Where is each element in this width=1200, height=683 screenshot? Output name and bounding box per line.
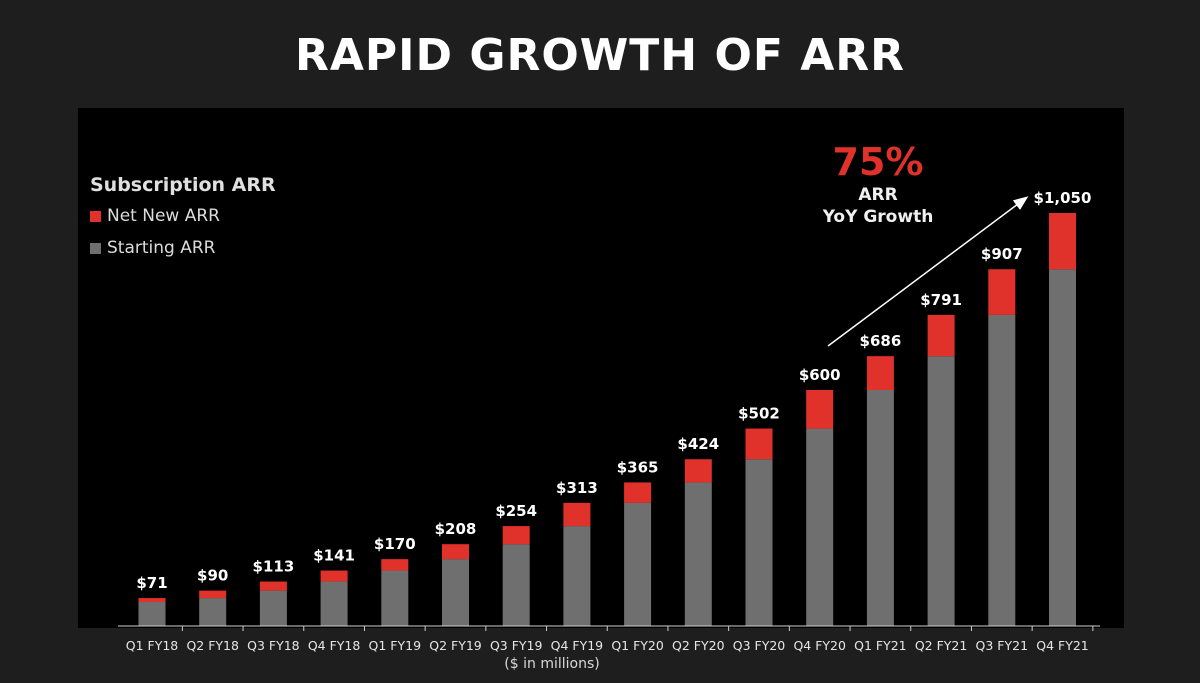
growth-label-yoy: YoY Growth xyxy=(822,207,934,227)
x-tick-label: Q2 FY20 xyxy=(672,638,725,653)
x-tick-label: Q3 FY21 xyxy=(976,638,1029,653)
bar-total-label: $170 xyxy=(374,535,416,553)
x-tick-label: Q1 FY21 xyxy=(854,638,907,653)
bar-total-label: $90 xyxy=(197,567,228,585)
growth-label-arr: ARR xyxy=(858,185,898,205)
bar-total-label: $424 xyxy=(677,435,719,453)
x-tick-label: Q4 FY19 xyxy=(551,638,604,653)
bar-net-new-arr xyxy=(138,598,166,603)
x-tick-label: Q3 FY18 xyxy=(247,638,300,653)
bar-starting-arr xyxy=(745,459,773,626)
bar-starting-arr xyxy=(806,428,834,626)
growth-annotation: 75% ARR YoY Growth xyxy=(790,140,966,228)
growth-percent: 75% xyxy=(832,140,924,184)
bar-net-new-arr xyxy=(563,502,591,527)
x-tick-label: Q1 FY18 xyxy=(126,638,179,653)
legend-item-net-new: Net New ARR xyxy=(90,206,276,226)
bar-net-new-arr xyxy=(927,314,955,357)
bar-total-label: $791 xyxy=(920,291,962,309)
bar-starting-arr xyxy=(624,502,652,626)
bar-total-label: $254 xyxy=(495,502,537,520)
bar-starting-arr xyxy=(502,544,530,626)
bar-net-new-arr xyxy=(502,526,530,545)
bar-total-label: $600 xyxy=(799,366,841,384)
bar-starting-arr xyxy=(442,559,469,626)
x-axis-units: ($ in millions) xyxy=(504,656,600,672)
bar-total-label: $113 xyxy=(253,558,295,576)
bar-total-label: $502 xyxy=(738,405,780,423)
bar-total-label: $71 xyxy=(136,574,167,592)
x-tick-label: Q4 FY20 xyxy=(793,638,846,653)
bar-total-label: $208 xyxy=(435,520,477,538)
x-tick-label: Q2 FY21 xyxy=(915,638,968,653)
bar-net-new-arr xyxy=(442,544,469,560)
bar-total-label: $141 xyxy=(313,547,355,565)
bar-starting-arr xyxy=(684,482,712,626)
bar-total-label: $313 xyxy=(556,479,598,497)
legend-item-starting: Starting ARR xyxy=(90,238,276,258)
legend-label-net-new: Net New ARR xyxy=(107,206,220,226)
bar-starting-arr xyxy=(866,390,894,626)
growth-arrow xyxy=(827,196,1029,347)
bar-net-new-arr xyxy=(1049,213,1076,270)
bar-net-new-arr xyxy=(259,581,287,591)
chart-title: RAPID GROWTH OF ARR xyxy=(294,30,906,81)
bar-net-new-arr xyxy=(199,590,227,599)
bar-starting-arr xyxy=(988,314,1016,626)
bar-net-new-arr xyxy=(381,559,409,571)
bar-starting-arr xyxy=(259,590,287,626)
legend-title: Subscription ARR xyxy=(90,174,276,196)
x-tick-label: Q4 FY21 xyxy=(1036,638,1089,653)
bar-total-label: $365 xyxy=(617,458,659,476)
bar-net-new-arr xyxy=(866,356,894,390)
bar-net-new-arr xyxy=(806,390,834,429)
legend: Subscription ARR Net New ARR Starting AR… xyxy=(90,174,276,270)
bar-starting-arr xyxy=(563,526,591,626)
bar-total-label: $1,050 xyxy=(1034,189,1092,207)
x-tick-label: Q4 FY18 xyxy=(308,638,361,653)
x-tick-label: Q2 FY18 xyxy=(186,638,239,653)
x-tick-label: Q1 FY19 xyxy=(369,638,422,653)
x-tick-label: Q1 FY20 xyxy=(611,638,664,653)
bar-starting-arr xyxy=(381,570,409,626)
bar-starting-arr xyxy=(138,602,166,626)
bar-net-new-arr xyxy=(624,482,652,503)
bar-net-new-arr xyxy=(684,459,712,483)
legend-swatch-starting xyxy=(90,242,101,254)
bar-net-new-arr xyxy=(745,428,773,460)
legend-swatch-net-new xyxy=(90,210,101,222)
bar-starting-arr xyxy=(199,598,227,626)
x-tick-label: Q3 FY19 xyxy=(490,638,543,653)
bar-net-new-arr xyxy=(988,269,1016,315)
bar-starting-arr xyxy=(1049,269,1076,626)
bar-net-new-arr xyxy=(320,570,348,582)
bar-starting-arr xyxy=(320,581,348,626)
bar-total-label: $907 xyxy=(981,245,1023,263)
legend-label-starting: Starting ARR xyxy=(107,238,216,258)
x-tick-label: Q2 FY19 xyxy=(429,638,482,653)
x-tick-label: Q3 FY20 xyxy=(733,638,786,653)
bar-total-label: $686 xyxy=(860,332,902,350)
bar-starting-arr xyxy=(927,356,955,626)
